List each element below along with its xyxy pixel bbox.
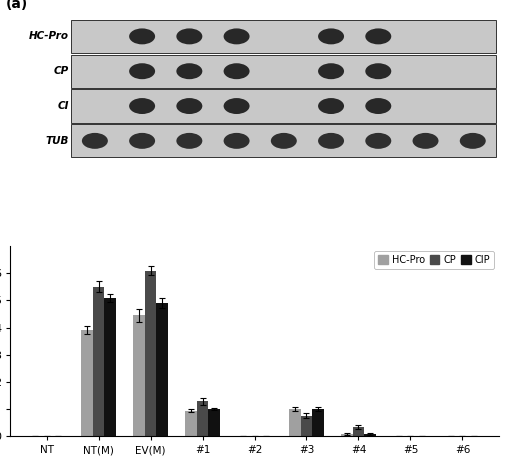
Ellipse shape (318, 28, 344, 45)
Ellipse shape (176, 28, 203, 45)
Text: CP: CP (53, 66, 69, 76)
Text: CI: CI (58, 101, 69, 111)
Ellipse shape (365, 28, 391, 45)
Ellipse shape (318, 133, 344, 149)
Ellipse shape (365, 63, 391, 79)
Bar (289, 409, 301, 436)
Ellipse shape (223, 98, 249, 114)
Ellipse shape (129, 28, 155, 45)
Bar (364, 434, 376, 436)
Bar (145, 271, 156, 436)
Ellipse shape (365, 133, 391, 149)
Bar (185, 411, 197, 436)
Ellipse shape (129, 98, 155, 114)
Bar (71, 124, 496, 157)
Text: TUB: TUB (45, 136, 69, 146)
Ellipse shape (176, 63, 203, 79)
Bar (197, 401, 208, 436)
Text: (a): (a) (5, 0, 27, 11)
Bar (104, 298, 116, 436)
Bar (133, 315, 145, 436)
Ellipse shape (223, 63, 249, 79)
Bar (208, 409, 220, 436)
Ellipse shape (82, 133, 108, 149)
Ellipse shape (460, 133, 486, 149)
Ellipse shape (318, 98, 344, 114)
Ellipse shape (223, 133, 249, 149)
Bar (353, 427, 364, 436)
Bar (342, 434, 353, 436)
Ellipse shape (412, 133, 439, 149)
Ellipse shape (176, 133, 203, 149)
Bar (71, 20, 496, 53)
Bar (71, 55, 496, 88)
Ellipse shape (129, 63, 155, 79)
Ellipse shape (271, 133, 297, 149)
Text: HC-Pro: HC-Pro (29, 31, 69, 41)
Bar (81, 330, 93, 436)
Bar (71, 90, 496, 123)
Ellipse shape (176, 98, 203, 114)
Ellipse shape (129, 133, 155, 149)
Bar (156, 303, 167, 436)
Bar (312, 409, 324, 436)
Ellipse shape (318, 63, 344, 79)
Bar (93, 287, 104, 436)
Ellipse shape (223, 28, 249, 45)
Legend: HC-Pro, CP, CIP: HC-Pro, CP, CIP (374, 251, 494, 269)
Bar (301, 416, 312, 436)
Ellipse shape (365, 98, 391, 114)
